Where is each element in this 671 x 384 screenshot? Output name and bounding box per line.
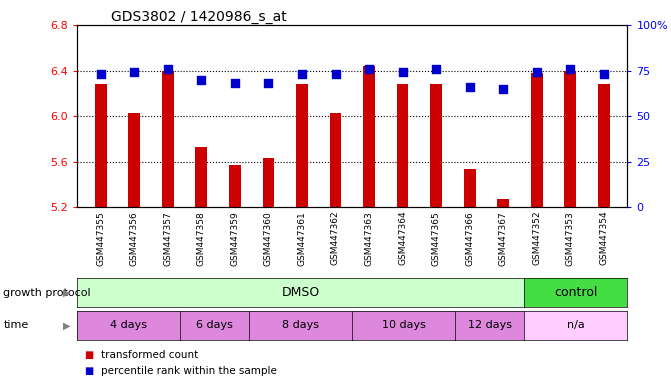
Text: percentile rank within the sample: percentile rank within the sample bbox=[101, 366, 276, 376]
Point bbox=[498, 86, 509, 92]
Point bbox=[129, 70, 140, 76]
Text: growth protocol: growth protocol bbox=[3, 288, 91, 298]
Bar bbox=[430, 84, 442, 207]
Bar bbox=[464, 169, 476, 207]
Text: GSM447362: GSM447362 bbox=[331, 211, 340, 265]
Point bbox=[196, 76, 207, 83]
Bar bbox=[195, 147, 207, 207]
Text: GSM447361: GSM447361 bbox=[297, 211, 307, 266]
Text: 12 days: 12 days bbox=[468, 320, 512, 331]
Text: GSM447365: GSM447365 bbox=[431, 211, 441, 266]
Point bbox=[464, 84, 475, 90]
Text: GSM447359: GSM447359 bbox=[230, 211, 240, 266]
Text: ▶: ▶ bbox=[63, 288, 70, 298]
Point bbox=[565, 66, 576, 72]
Text: GSM447358: GSM447358 bbox=[197, 211, 206, 266]
Bar bbox=[329, 113, 342, 207]
Bar bbox=[262, 158, 274, 207]
Text: n/a: n/a bbox=[567, 320, 584, 331]
Bar bbox=[162, 71, 174, 207]
Point bbox=[297, 71, 307, 77]
Point bbox=[364, 66, 374, 72]
Point bbox=[263, 80, 274, 86]
Text: GSM447356: GSM447356 bbox=[130, 211, 139, 266]
Text: GSM447353: GSM447353 bbox=[566, 211, 575, 266]
Bar bbox=[397, 84, 409, 207]
Bar bbox=[564, 71, 576, 207]
Text: ■: ■ bbox=[84, 366, 93, 376]
Text: GSM447357: GSM447357 bbox=[163, 211, 172, 266]
Point bbox=[330, 71, 341, 77]
Text: control: control bbox=[554, 286, 597, 299]
Bar bbox=[296, 84, 308, 207]
Bar bbox=[229, 165, 241, 207]
Point bbox=[95, 71, 106, 77]
Text: transformed count: transformed count bbox=[101, 350, 198, 360]
Text: DMSO: DMSO bbox=[282, 286, 320, 299]
Point bbox=[229, 80, 240, 86]
Point bbox=[599, 71, 609, 77]
Text: 8 days: 8 days bbox=[282, 320, 319, 331]
Text: time: time bbox=[3, 320, 29, 331]
Text: GDS3802 / 1420986_s_at: GDS3802 / 1420986_s_at bbox=[111, 10, 287, 23]
Text: GSM447360: GSM447360 bbox=[264, 211, 273, 266]
Text: GSM447367: GSM447367 bbox=[499, 211, 508, 266]
Bar bbox=[531, 73, 543, 207]
Text: 4 days: 4 days bbox=[110, 320, 147, 331]
Bar bbox=[598, 84, 610, 207]
Text: 6 days: 6 days bbox=[197, 320, 233, 331]
Point bbox=[431, 66, 442, 72]
Text: GSM447355: GSM447355 bbox=[96, 211, 105, 266]
Point bbox=[397, 70, 408, 76]
Bar bbox=[128, 113, 140, 207]
Text: GSM447366: GSM447366 bbox=[465, 211, 474, 266]
Text: 10 days: 10 days bbox=[382, 320, 426, 331]
Bar bbox=[95, 84, 107, 207]
Text: GSM447354: GSM447354 bbox=[599, 211, 609, 265]
Point bbox=[531, 70, 542, 76]
Bar bbox=[497, 199, 509, 207]
Text: GSM447364: GSM447364 bbox=[398, 211, 407, 265]
Bar bbox=[363, 66, 375, 207]
Point bbox=[162, 66, 173, 72]
Text: GSM447363: GSM447363 bbox=[364, 211, 374, 266]
Text: ▶: ▶ bbox=[63, 320, 70, 331]
Text: GSM447352: GSM447352 bbox=[532, 211, 541, 265]
Text: ■: ■ bbox=[84, 350, 93, 360]
